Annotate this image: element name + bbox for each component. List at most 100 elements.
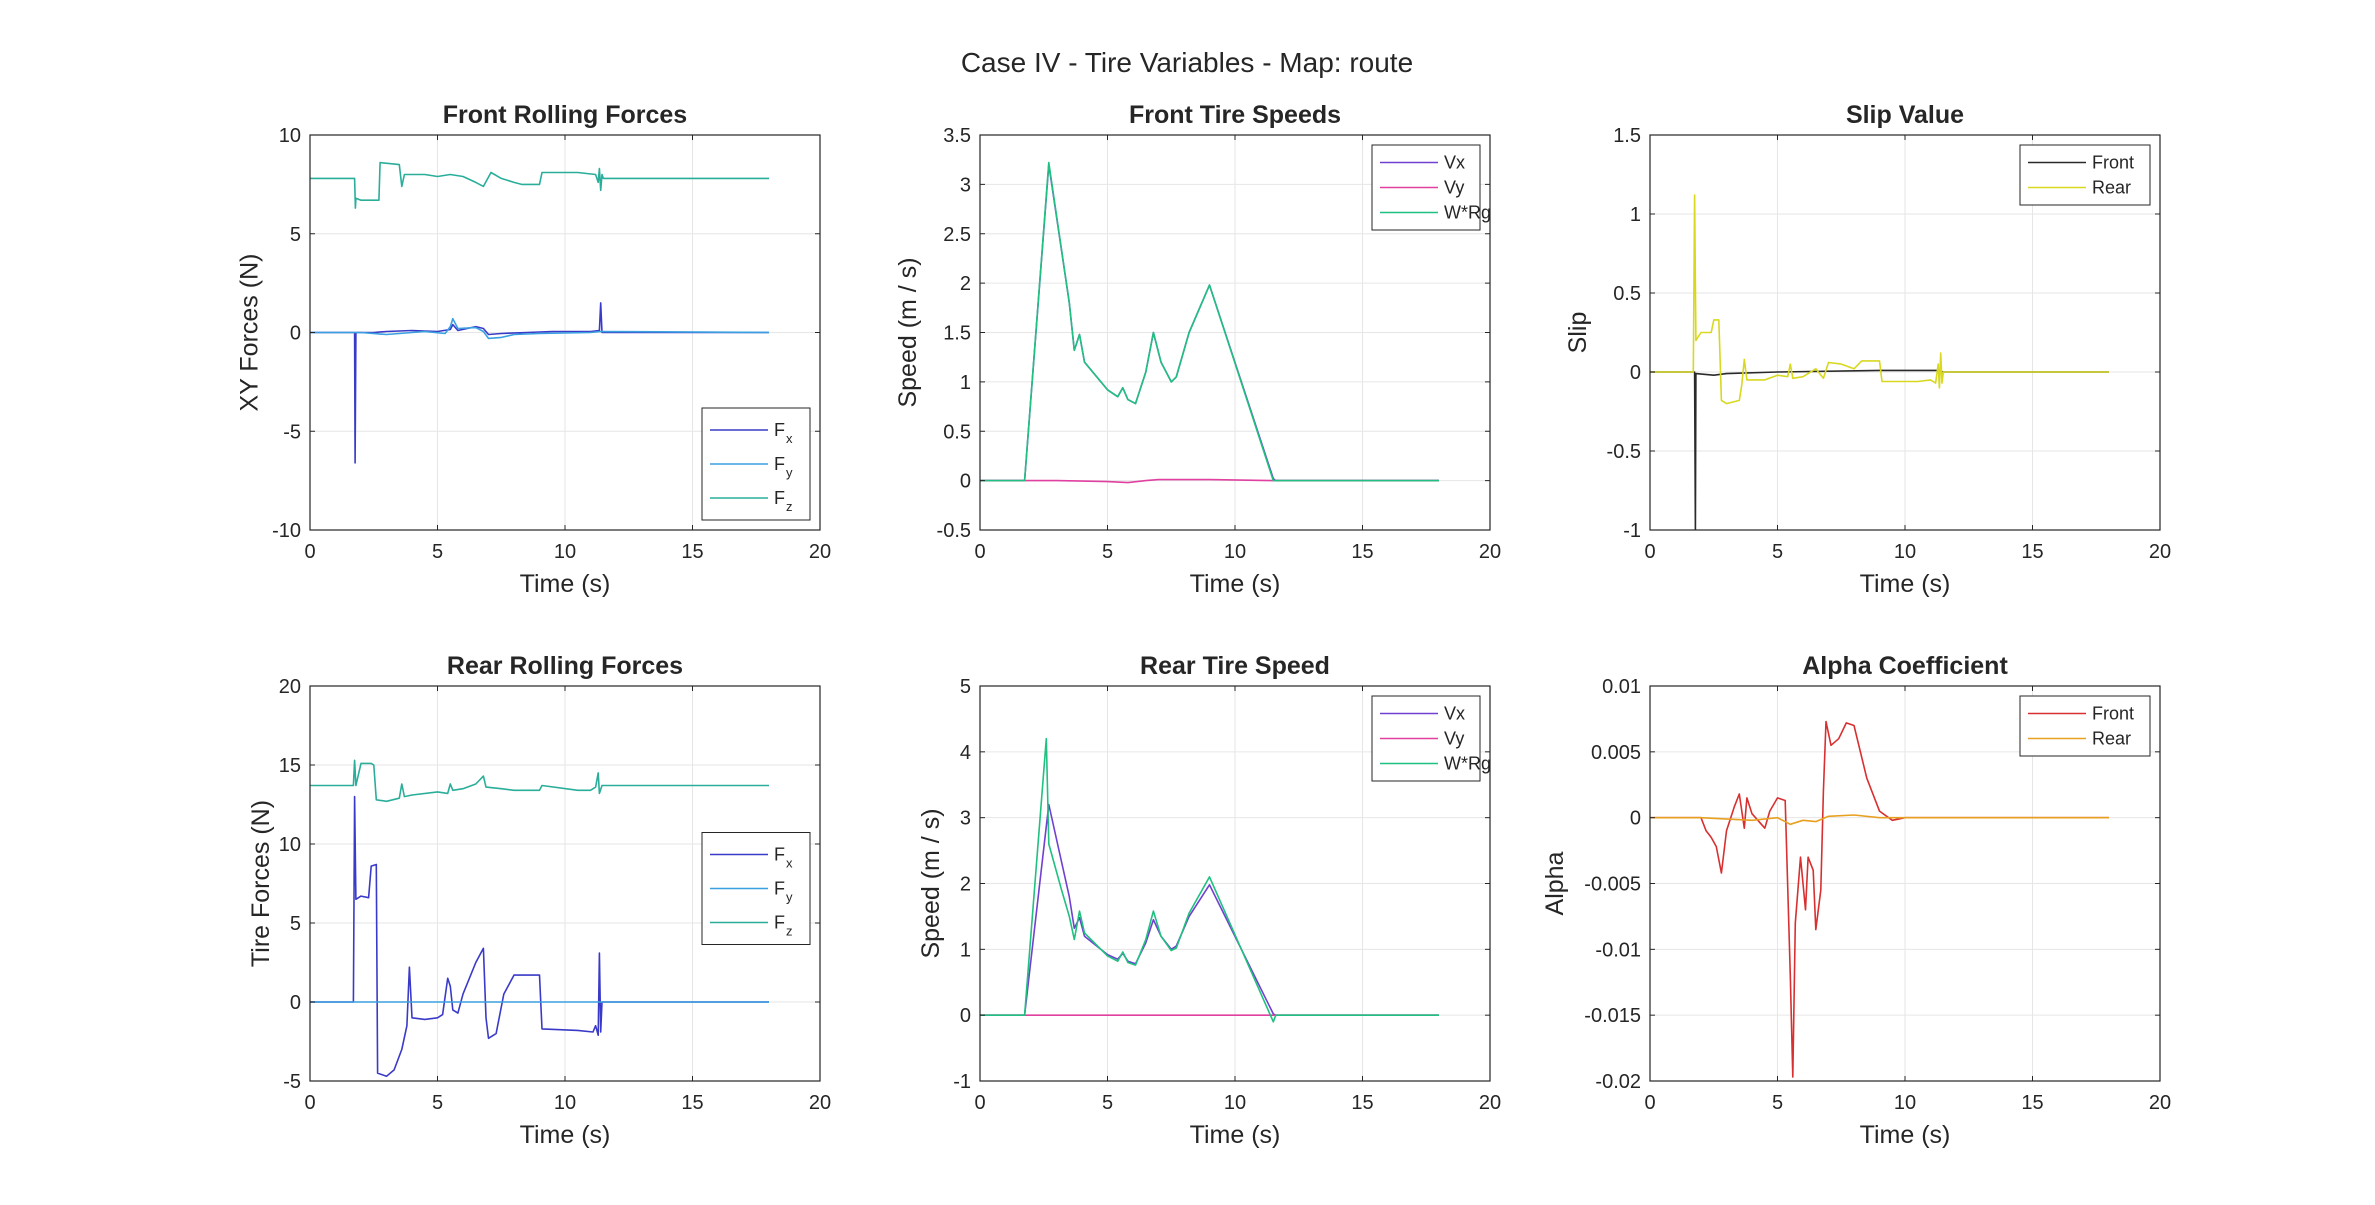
x-axis-label: Time (s) <box>1860 570 1951 598</box>
x-tick-label: 20 <box>2149 1092 2171 1114</box>
y-tick-label: 5 <box>290 913 301 935</box>
x-tick-label: 10 <box>554 1092 576 1114</box>
x-tick-label: 15 <box>681 1092 703 1114</box>
y-tick-label: 0 <box>960 471 971 493</box>
legend-label: Vy <box>1444 178 1464 198</box>
y-axis-label: XY Forces (N) <box>236 254 264 412</box>
y-tick-label: 20 <box>279 676 301 698</box>
x-tick-label: 10 <box>1894 1092 1916 1114</box>
legend: Front Rear <box>2019 144 2151 206</box>
y-tick-label: 0 <box>290 323 301 345</box>
x-tick-label: 5 <box>1102 541 1113 563</box>
series-line-fz <box>310 759 769 803</box>
x-tick-label: 5 <box>1772 541 1783 563</box>
y-tick-label: 2 <box>960 273 971 295</box>
x-tick-label: 5 <box>1772 1092 1783 1114</box>
y-tick-label: -0.5 <box>1607 441 1641 463</box>
y-tick-label: 0.01 <box>1602 676 1641 698</box>
legend-label: Rear <box>2092 178 2131 198</box>
y-axis-label: Alpha <box>1541 851 1569 915</box>
legend-label-subscript: z <box>786 924 793 939</box>
y-tick-label: -0.01 <box>1595 939 1641 961</box>
y-tick-label: -5 <box>283 421 301 443</box>
x-tick-label: 15 <box>681 541 703 563</box>
plot-title: Front Tire Speeds <box>1129 101 1341 129</box>
legend: Vx Vy W*Rg <box>1371 144 1491 231</box>
y-tick-label: 0 <box>290 992 301 1014</box>
series-line-w-rg <box>980 737 1439 1023</box>
series-line-fz <box>310 161 769 209</box>
x-tick-label: 0 <box>304 541 315 563</box>
x-axis-label: Time (s) <box>1190 1121 1281 1149</box>
y-tick-label: -0.5 <box>937 520 971 542</box>
legend-label: Vx <box>1444 153 1465 173</box>
series-line-vx <box>980 803 1439 1016</box>
plot-area <box>1650 194 2109 530</box>
y-tick-label: 3 <box>960 808 971 830</box>
plot-area <box>310 759 769 1078</box>
plot-title: Alpha Coefficient <box>1802 652 2008 680</box>
x-tick-label: 10 <box>1224 1092 1246 1114</box>
plot-area <box>980 161 1439 484</box>
x-tick-label: 15 <box>2021 1092 2043 1114</box>
series-line-front <box>1650 720 2109 1078</box>
x-axis-label: Time (s) <box>520 1121 611 1149</box>
legend-label-subscript: x <box>786 856 793 871</box>
x-tick-label: 20 <box>1479 1092 1501 1114</box>
y-tick-label: 5 <box>960 676 971 698</box>
legend-label: F <box>774 913 785 933</box>
y-axis-label: Speed (m / s) <box>894 257 922 407</box>
chart-front-rolling-forces: 0 5 10 15 20 -10 -5 0 5 10 Front Rolling Forces Tim… <box>236 101 832 598</box>
x-axis-label: Time (s) <box>1190 570 1281 598</box>
y-tick-label: -10 <box>272 520 301 542</box>
legend-label: F <box>774 420 785 440</box>
y-tick-label: 3.5 <box>943 125 971 147</box>
y-tick-label: 0 <box>1630 362 1641 384</box>
y-tick-label: -1 <box>1623 520 1641 542</box>
x-tick-label: 0 <box>1644 541 1655 563</box>
legend-label: Vy <box>1444 729 1464 749</box>
x-tick-label: 20 <box>809 1092 831 1114</box>
y-axis-label: Speed (m / s) <box>917 808 945 958</box>
x-tick-label: 5 <box>1102 1092 1113 1114</box>
chart-slip-value: 0 5 10 15 20 -1 -0.5 0 0.5 1 1.5 Slip Value Time (s)… <box>1564 101 2171 598</box>
y-tick-label: 10 <box>279 834 301 856</box>
x-tick-label: 5 <box>432 1092 443 1114</box>
y-tick-label: -0.015 <box>1584 1005 1641 1027</box>
legend-label: Front <box>2092 704 2134 724</box>
legend-label-subscript: y <box>786 890 793 905</box>
y-tick-label: 15 <box>279 755 301 777</box>
plot-area <box>980 737 1439 1023</box>
y-tick-label: 0.005 <box>1591 742 1641 764</box>
x-tick-label: 5 <box>432 541 443 563</box>
x-tick-label: 20 <box>1479 541 1501 563</box>
series-line-fy <box>310 317 770 340</box>
y-tick-label: 0 <box>1630 808 1641 830</box>
legend-label: Vx <box>1444 704 1465 724</box>
y-tick-label: 2 <box>960 874 971 896</box>
legend-label: F <box>774 488 785 508</box>
x-tick-label: 0 <box>304 1092 315 1114</box>
y-tick-label: 0.5 <box>943 421 971 443</box>
legend-label: W*Rg <box>1444 203 1491 223</box>
x-tick-label: 0 <box>974 541 985 563</box>
y-tick-label: 0.5 <box>1613 283 1641 305</box>
x-tick-label: 10 <box>1894 541 1916 563</box>
y-tick-label: -5 <box>283 1071 301 1093</box>
y-axis-label: Tire Forces (N) <box>247 800 275 967</box>
x-tick-label: 10 <box>1224 541 1246 563</box>
y-tick-label: 1 <box>960 939 971 961</box>
y-tick-label: 1 <box>960 372 971 394</box>
y-tick-label: 3 <box>960 174 971 196</box>
plot-title: Rear Tire Speed <box>1140 652 1330 680</box>
plot-title: Rear Rolling Forces <box>447 652 683 680</box>
chart-alpha-coefficient: 0 5 10 15 20 -0.02 -0.015 -0.01 -0.005 0 0.005 0.01… <box>1541 652 2171 1149</box>
legend: Vx Vy W*Rg <box>1371 695 1491 782</box>
y-axis-label: Slip <box>1564 312 1592 354</box>
y-tick-label: 10 <box>279 125 301 147</box>
legend-label-subscript: y <box>786 465 793 480</box>
